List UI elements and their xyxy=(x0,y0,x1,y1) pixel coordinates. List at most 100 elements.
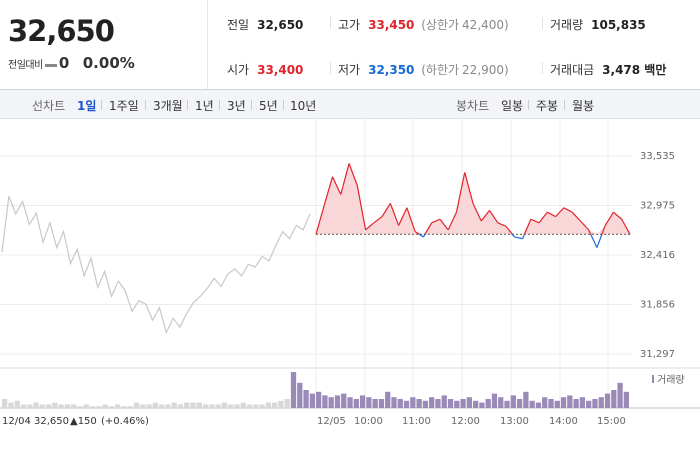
amount-label: 거래대금 xyxy=(550,63,595,77)
x-tick-label: 14:00 xyxy=(549,416,578,427)
today-price-segment xyxy=(455,172,466,213)
volume-bar xyxy=(479,402,485,408)
high-value: 33,450 xyxy=(368,18,415,32)
candle-option-weekly[interactable]: 주봉 xyxy=(536,99,559,113)
y-tick-label: 31,856 xyxy=(640,300,675,311)
volume-bar xyxy=(410,397,416,408)
period-option-5y[interactable]: 5년 xyxy=(259,99,278,113)
volume-bar xyxy=(554,400,560,408)
prev-day-close: 32,650 xyxy=(34,416,69,427)
volume-bar xyxy=(385,391,391,408)
volume-bar xyxy=(2,399,8,408)
volume-bar xyxy=(284,399,290,408)
prev-day-date: 12/04 xyxy=(2,416,31,427)
unchanged-icon xyxy=(44,63,57,67)
volume-bar xyxy=(617,382,623,408)
period-option-3y[interactable]: 3년 xyxy=(227,99,246,113)
volume-bar xyxy=(58,404,64,408)
volume-bar xyxy=(196,402,202,408)
low-value: 32,350 xyxy=(368,63,415,77)
today-price-segment xyxy=(621,218,631,235)
today-price-segment xyxy=(530,218,540,224)
volume-bar xyxy=(221,402,228,408)
x-tick-label: 12:00 xyxy=(451,416,480,427)
today-price-segment xyxy=(601,225,606,235)
volume-bar xyxy=(523,391,529,408)
today-price-segment xyxy=(447,211,458,231)
candle-option-daily[interactable]: 일봉 xyxy=(501,99,524,113)
volume-bar xyxy=(454,400,460,408)
volume-bar xyxy=(397,399,403,408)
x-tick-label: 12/05 xyxy=(317,416,346,427)
period-option-10y[interactable]: 10년 xyxy=(290,99,317,113)
volume-bar xyxy=(89,406,96,408)
volume-bar xyxy=(567,395,573,408)
today-price-segment xyxy=(505,225,513,235)
volume-bar xyxy=(623,391,629,408)
volume-bar xyxy=(297,382,303,408)
period-selector-bar: 선차트 1일 1주일 3개월 1년 3년 5년 10년 봉차트 일봉 주봉 월봉 xyxy=(0,90,700,119)
volume-bar xyxy=(71,404,77,408)
volume-bar xyxy=(8,402,14,408)
prev-day-change: ▲150 xyxy=(70,416,97,427)
lower-limit-label: (하한가 xyxy=(421,63,460,77)
today-price-segment xyxy=(588,229,592,235)
today-price-segment xyxy=(511,233,515,238)
today-price-segment xyxy=(365,222,375,231)
y-tick-label: 33,535 xyxy=(640,151,675,162)
candle-option-monthly[interactable]: 월봉 xyxy=(572,99,595,113)
period-option-1w[interactable]: 1주일 xyxy=(109,99,139,113)
prev-close-label: 전일 xyxy=(227,18,250,32)
volume-bar xyxy=(259,404,265,408)
volume-bar xyxy=(516,399,523,408)
today-price-segment xyxy=(464,172,474,204)
period-separator xyxy=(145,100,146,110)
volume-bar xyxy=(215,404,221,408)
y-tick-label: 32,416 xyxy=(640,250,675,261)
volume-bar xyxy=(542,397,548,408)
upper-limit-label: (상한가 xyxy=(421,18,460,32)
volume-bar xyxy=(391,397,397,408)
period-option-3m[interactable]: 3개월 xyxy=(153,99,183,113)
today-price-segment xyxy=(489,210,499,224)
volume-bar xyxy=(171,402,177,408)
period-option-1d[interactable]: 1일 xyxy=(77,99,97,113)
volume-bar xyxy=(560,397,567,408)
volume-bar xyxy=(366,397,372,408)
x-tick-label: 15:00 xyxy=(597,416,626,427)
volume-bar xyxy=(190,402,196,408)
volume-bar xyxy=(548,399,554,408)
volume-bar xyxy=(96,406,102,408)
today-price-segment xyxy=(389,203,400,226)
volume-bar xyxy=(322,395,328,408)
summary-panel: 32,650 전일대비 0 0.00% 전일 32,650 고가 33,450 (상한… xyxy=(0,0,700,90)
volume-bar xyxy=(165,404,171,408)
volume-bar xyxy=(353,399,359,408)
volume-bar xyxy=(466,397,472,408)
today-price-segment xyxy=(323,176,334,206)
volume-bar xyxy=(504,400,510,408)
volume-bar xyxy=(485,399,491,408)
volume-bar xyxy=(328,397,334,408)
volume-label: 거래량 xyxy=(550,18,584,32)
volume-bar xyxy=(579,397,586,408)
volume-stat: 거래량 105,835 xyxy=(550,16,646,33)
volume-bar xyxy=(498,397,504,408)
candle-chart-title: 봉차트 xyxy=(456,99,490,113)
current-price: 32,650 xyxy=(8,14,115,48)
volume-legend-label: 거래량 xyxy=(657,374,685,386)
x-tick-label: 10:00 xyxy=(354,416,383,427)
today-price-segment xyxy=(331,176,342,195)
open-label: 시가 xyxy=(227,63,250,77)
today-price-segment xyxy=(604,211,614,226)
price-block: 32,650 전일대비 0 0.00% xyxy=(0,0,208,89)
y-tick-label: 32,975 xyxy=(640,201,675,212)
period-option-1y[interactable]: 1년 xyxy=(195,99,214,113)
stat-divider xyxy=(542,17,543,29)
change-percent: 0.00% xyxy=(82,54,135,72)
volume-bar xyxy=(604,393,611,408)
volume-bar xyxy=(52,402,58,408)
volume-bar xyxy=(491,393,498,408)
volume-bar xyxy=(598,397,604,408)
volume-bar xyxy=(592,399,598,408)
